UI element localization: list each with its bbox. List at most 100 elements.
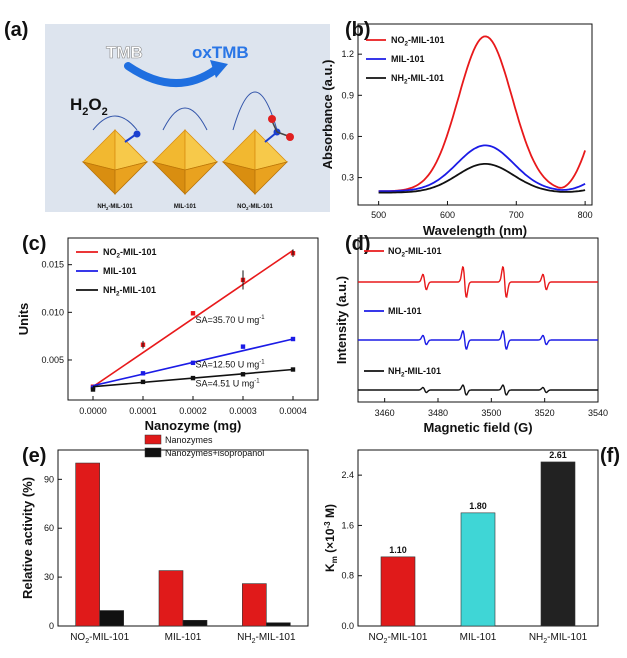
y-tick-label: 0.6 [341, 131, 354, 141]
y-axis-title: Intensity (a.u.) [334, 276, 349, 364]
structure-label: NH2-MIL-101 [97, 204, 133, 211]
category-label: NO2-MIL-101 [369, 632, 428, 645]
legend-swatch [144, 434, 162, 445]
bar [242, 583, 267, 627]
category-label: NH2-MIL-101 [237, 632, 296, 645]
category-label: MIL-101 [460, 632, 497, 643]
bar [460, 512, 496, 627]
bar [266, 622, 291, 627]
specific-activity-annotation: SA=35.70 U mg-1 [196, 315, 266, 325]
panel-e-label: (e) [22, 445, 46, 467]
category-label: NH2-MIL-101 [529, 632, 588, 645]
x-axis-title: Wavelength (nm) [423, 223, 527, 238]
y-tick-label: 1.6 [341, 520, 354, 530]
x-tick-label: 500 [371, 210, 386, 220]
x-tick-label: 0.0004 [279, 406, 307, 416]
data-point [240, 372, 246, 377]
reaction-arrowhead-icon [210, 60, 228, 78]
x-tick-label: 0.0001 [129, 406, 157, 416]
tmb-text: TMB [106, 43, 143, 62]
y-tick-label: 1.2 [341, 49, 354, 59]
y-axis-title: Absorbance (a.u.) [320, 60, 335, 170]
x-tick-label: 3480 [428, 408, 448, 418]
nitro-group-icon [268, 115, 276, 123]
x-tick-label: 600 [440, 210, 455, 220]
series-line [378, 163, 586, 194]
bar [540, 461, 576, 627]
y-axis-title: Relative activity (%) [20, 477, 35, 599]
epr-spectrum [358, 330, 598, 350]
amine-group-icon [124, 134, 136, 143]
epr-spectrum [358, 265, 598, 298]
absorbance-curve-icon [162, 107, 208, 131]
plot-frame [357, 237, 599, 403]
x-tick-label: 0.0002 [179, 406, 207, 416]
legend-label: MIL-101 [103, 266, 137, 276]
y-tick-label: 0.8 [341, 571, 354, 581]
data-point [140, 371, 146, 376]
data-point [240, 344, 246, 349]
panel-c-units-chart: (c) 0.0000 0.0001 0.0002 0.0003 0.0004 0.005 0.… [16, 233, 319, 433]
legend-label: Nanozymes+isopropanol [165, 448, 264, 458]
y-tick-label: 0.010 [41, 307, 64, 317]
plot-frame [357, 23, 593, 206]
x-tick-label: 700 [509, 210, 524, 220]
bar [158, 570, 184, 627]
x-axis-title: Magnetic field (G) [423, 420, 532, 435]
panel-e-relative-activity-chart: (e) 0 30 60 90 Relative activity (%) NO2-MIL-1… [20, 434, 309, 645]
fit-line [92, 249, 294, 388]
epr-spectrum [358, 384, 598, 396]
y-tick-label: 0.3 [341, 173, 354, 183]
specific-activity-annotation: SA=4.51 U mg-1 [196, 379, 261, 389]
data-point [140, 379, 146, 385]
legend-label: MIL-101 [391, 54, 425, 64]
x-tick-label: 0.0000 [79, 406, 107, 416]
octahedron-face [114, 161, 149, 195]
x-tick-label: 3520 [535, 408, 555, 418]
y-tick-label: 0.005 [41, 355, 64, 365]
x-tick-label: 3460 [375, 408, 395, 418]
y-tick-label: 90 [44, 474, 54, 484]
x-tick-label: 0.0003 [229, 406, 257, 416]
bar [380, 556, 416, 627]
x-tick-label: 3500 [481, 408, 501, 418]
legend-label: NH2-MIL-101 [388, 366, 441, 379]
y-tick-label: 0.0 [341, 621, 354, 631]
structure-label: MIL-101 [174, 204, 197, 210]
reaction-arrow-icon [124, 62, 219, 87]
data-point [90, 387, 96, 392]
nitro-group-icon [276, 131, 289, 137]
panel-a-schematic: (a) TMB oxTMB H2O2 NH2-MIL-101 MIL-101 NO2… [4, 19, 330, 212]
nitro-group-icon [264, 132, 277, 143]
y-tick-label: 0.9 [341, 90, 354, 100]
value-label: 1.80 [469, 501, 487, 511]
x-tick-label: 3540 [588, 408, 608, 418]
legend-label: NO2-MIL-101 [391, 35, 445, 48]
legend-label: NO2-MIL-101 [103, 247, 157, 260]
value-label: 2.61 [549, 450, 567, 460]
y-tick-label: 0 [49, 621, 54, 631]
legend-label: NH2-MIL-101 [391, 73, 444, 86]
legend-label: MIL-101 [388, 306, 422, 316]
y-tick-label: 0.015 [41, 260, 64, 270]
y-tick-label: 30 [44, 572, 54, 582]
panel-f-km-chart: (f) 0.0 0.8 1.6 2.4 Km (×10-3 M) 1.10 NO2-MIL-1… [323, 445, 620, 645]
nitro-group-icon [286, 133, 294, 141]
data-point [290, 336, 296, 342]
x-axis-title: Nanozyme (mg) [145, 418, 242, 433]
structure-label: NO2-MIL-101 [237, 204, 273, 211]
panel-c-label: (c) [22, 233, 46, 255]
panel-f-label: (f) [600, 445, 620, 467]
data-point [190, 375, 196, 381]
series-line [378, 35, 586, 193]
legend-label: NO2-MIL-101 [388, 246, 442, 259]
category-label: MIL-101 [165, 632, 202, 643]
absorbance-curve-icon [92, 115, 138, 131]
panel-a-label: (a) [4, 19, 28, 41]
y-tick-label: 2.4 [341, 470, 354, 480]
octahedron-face [254, 161, 289, 195]
x-tick-label: 800 [578, 210, 593, 220]
legend-swatch [144, 447, 162, 458]
bar [75, 462, 100, 627]
